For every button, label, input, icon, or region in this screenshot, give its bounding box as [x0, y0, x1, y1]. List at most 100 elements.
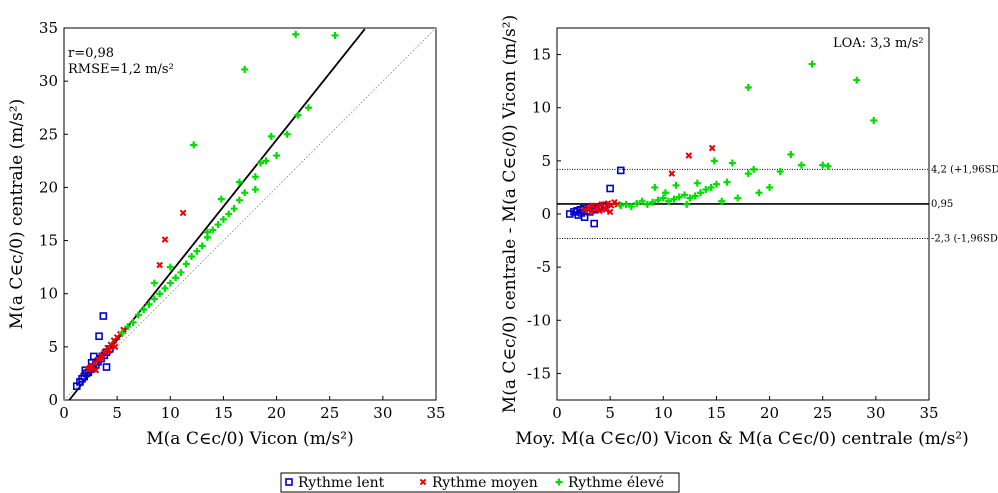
legend-marker-glyph	[555, 478, 563, 486]
left-x-tick-label: 15	[214, 404, 233, 422]
data-point	[241, 65, 249, 73]
data-point	[156, 261, 163, 269]
data-point	[577, 209, 586, 217]
right-y-tick-label: 10	[532, 99, 551, 117]
identity-line	[63, 27, 437, 401]
legend-label-rythme-moyen: Rythme moyen	[432, 475, 538, 491]
left-x-tick-label: 30	[373, 404, 392, 422]
data-point	[681, 191, 689, 199]
data-point	[209, 226, 217, 234]
data-point	[661, 189, 669, 197]
data-point	[672, 181, 680, 189]
correlation-plot: 0 5 10 15 20 25 30 35 0 5 10 15 20 25 30 35 r=0,98 RMSE…	[7, 19, 446, 449]
left-y-axis-label: M(a C∈c/0) centrale (m/s²)	[7, 99, 27, 329]
data-point	[292, 30, 300, 38]
legend: Rythme lent Rythme moyen Rythme élevé	[280, 472, 680, 493]
right-y-tick-label: 15	[532, 46, 551, 64]
right-y-tick-label: -5	[536, 258, 551, 276]
legend-label-rythme-lent: Rythme lent	[298, 475, 385, 491]
left-data-points	[72, 30, 339, 390]
data-point	[633, 199, 641, 207]
data-point	[668, 170, 676, 177]
left-x-tick-label: 5	[112, 404, 122, 422]
data-point	[177, 268, 185, 276]
data-point	[606, 184, 614, 193]
right-data-points	[565, 60, 878, 228]
right-y-tick-label: 5	[541, 152, 551, 170]
data-point	[331, 31, 339, 39]
right-x-tick-label: 20	[760, 404, 779, 422]
left-x-tick-label: 25	[320, 404, 339, 422]
data-point	[203, 228, 211, 236]
data-point	[659, 194, 667, 202]
right-annotation-loa: LOA: 3,3 m/s²	[833, 36, 924, 51]
data-point	[219, 215, 227, 223]
left-y-tick-label: 25	[39, 125, 58, 143]
reference-line-label: 4,2 (+1,96SD)	[931, 164, 998, 175]
left-y-tick-label: 10	[39, 285, 58, 303]
data-point	[691, 192, 699, 200]
left-y-tick-label: 0	[48, 391, 58, 409]
left-y-tick-label: 30	[39, 72, 58, 90]
data-point	[198, 242, 206, 250]
right-y-axis-label: M(a C∈c/0) centrale - M(a C∈c/0) Vicon (…	[500, 15, 520, 413]
data-point	[225, 210, 233, 218]
data-point	[649, 198, 657, 206]
data-point	[824, 162, 832, 170]
data-point	[251, 173, 259, 181]
left-y-tick-label: 5	[48, 338, 58, 356]
left-annotation-rmse: RMSE=1,2 m/s²	[68, 62, 174, 77]
data-point	[710, 157, 718, 165]
data-point	[685, 152, 693, 159]
left-x-axis-label: M(a C∈c/0) Vicon (m/s²)	[146, 429, 353, 449]
data-point	[870, 116, 878, 124]
data-point	[654, 196, 662, 204]
reference-line-label: 0,95	[931, 199, 953, 210]
data-point	[193, 247, 201, 255]
right-x-tick-label: 30	[866, 404, 885, 422]
data-point	[587, 208, 595, 216]
left-annotation-r: r=0,98	[68, 46, 114, 61]
data-point	[787, 150, 795, 158]
data-point	[718, 197, 726, 205]
left-y-tick-label: 35	[39, 19, 58, 37]
data-point	[182, 260, 190, 268]
left-x-tick-label: 10	[161, 404, 180, 422]
data-point	[98, 355, 106, 362]
legend-marker-rythme-eleve	[555, 478, 563, 486]
data-point	[235, 178, 243, 186]
left-y-tick-label: 15	[39, 232, 58, 250]
right-x-axis-label: Moy. M(a C∈c/0) Vicon & M(a C∈c/0) centr…	[515, 429, 969, 449]
reference-line-label: -2,3 (-1,96SD)	[931, 233, 998, 244]
left-x-tick-label: 0	[59, 404, 69, 422]
legend-marker-glyph	[419, 478, 427, 486]
data-point	[217, 195, 225, 203]
data-point	[241, 189, 249, 197]
right-x-tick-label: 10	[654, 404, 673, 422]
data-point	[161, 236, 169, 243]
right-x-tick-label: 25	[813, 404, 832, 422]
data-point	[723, 178, 731, 186]
data-point	[581, 206, 588, 214]
data-point	[755, 189, 763, 197]
data-point	[776, 167, 784, 175]
data-point	[686, 194, 694, 202]
data-point	[140, 306, 148, 314]
data-point	[596, 207, 603, 215]
data-point	[744, 84, 752, 92]
data-point	[111, 343, 119, 351]
data-point	[134, 311, 142, 319]
data-point	[670, 195, 678, 203]
data-point	[728, 159, 736, 167]
data-point	[665, 197, 673, 205]
data-point	[166, 279, 174, 287]
data-point	[267, 132, 275, 140]
data-point	[190, 141, 198, 149]
data-point	[707, 183, 715, 191]
data-point	[150, 295, 158, 303]
left-x-tick-label: 20	[267, 404, 286, 422]
data-point	[853, 76, 861, 84]
data-point	[251, 186, 259, 194]
data-point	[102, 363, 111, 371]
legend-marker-rythme-lent	[285, 478, 293, 486]
